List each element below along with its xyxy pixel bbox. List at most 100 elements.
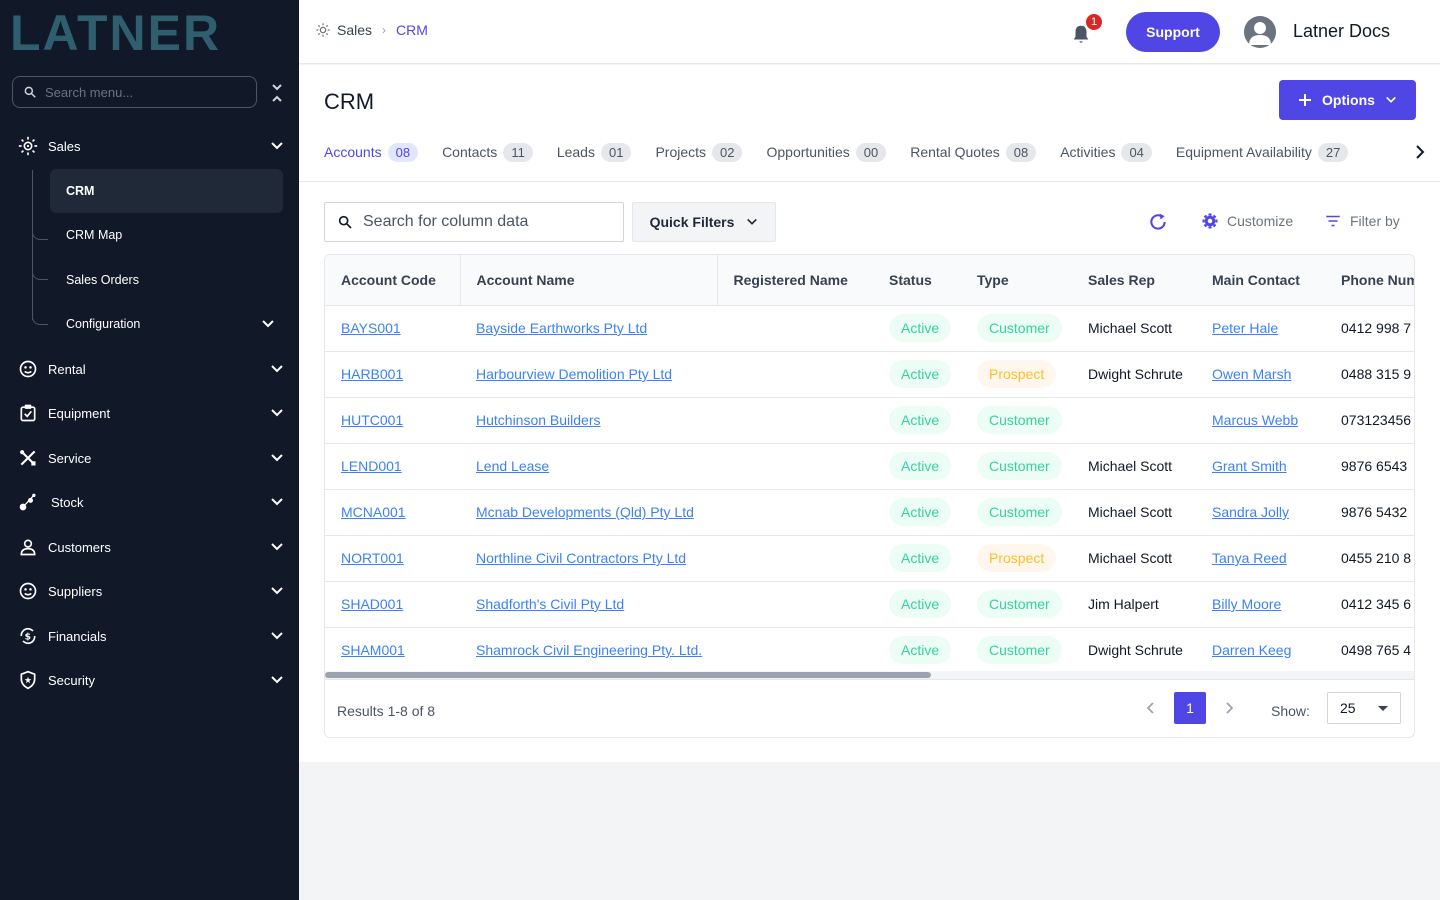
main-contact-link[interactable]: Tanya Reed — [1212, 550, 1287, 566]
sidebar-subitem-crm[interactable]: CRM — [50, 169, 283, 213]
avatar[interactable] — [1244, 16, 1276, 48]
chevron-right-icon[interactable] — [1411, 143, 1429, 161]
type-badge: Customer — [977, 636, 1062, 664]
table-cell: Bayside Earthworks Pty Ltd — [460, 305, 717, 351]
horizontal-scrollbar[interactable] — [325, 671, 1414, 679]
breadcrumb-sales-link[interactable]: Sales — [337, 22, 373, 38]
chevron-down-icon — [262, 320, 274, 328]
column-header[interactable]: Account Code — [325, 255, 461, 306]
table-row[interactable]: LEND001 Lend Lease Active Customer Michael S… — [325, 443, 1414, 489]
main-contact-link[interactable]: Owen Marsh — [1212, 366, 1292, 382]
main-contact-link[interactable]: Marcus Webb — [1212, 412, 1299, 428]
filter-by-button[interactable]: Filter by — [1324, 212, 1400, 230]
tab-opportunities[interactable]: Opportunities 00 — [766, 142, 887, 162]
collapse-sidebar-button[interactable] — [268, 82, 286, 104]
table-row[interactable]: SHAD001 Shadforth's Civil Pty Ltd Active Cu… — [325, 581, 1414, 627]
account-name-link[interactable]: Shadforth's Civil Pty Ltd — [476, 596, 625, 612]
account-name-link[interactable]: Mcnab Developments (Qld) Pty Ltd — [476, 504, 694, 520]
data-table: Account Code Account Name Registered Nam… — [325, 255, 1414, 674]
account-code-link[interactable]: BAYS001 — [341, 320, 401, 336]
main-contact-link[interactable]: Sandra Jolly — [1212, 504, 1290, 520]
account-name-link[interactable]: Shamrock Civil Engineering Pty. Ltd. — [476, 642, 703, 658]
sidebar-item-suppliers[interactable]: Suppliers — [16, 573, 288, 609]
tab-leads[interactable]: Leads 01 — [557, 142, 632, 162]
chevron-right-icon[interactable] — [1221, 700, 1237, 716]
column-header[interactable]: Type — [961, 255, 1072, 306]
table-row[interactable]: HUTC001 Hutchinson Builders Active Customer… — [325, 397, 1414, 443]
tab-rental-quotes[interactable]: Rental Quotes 08 — [910, 142, 1037, 162]
sidebar-subitem-crm-map[interactable]: CRM Map — [50, 213, 283, 257]
quick-filters-button[interactable]: Quick Filters — [632, 202, 776, 242]
column-header[interactable]: Status — [873, 255, 961, 306]
table-cell — [1072, 397, 1196, 443]
column-search-box[interactable] — [324, 202, 624, 242]
account-code-link[interactable]: NORT001 — [341, 550, 404, 566]
rental-icon — [16, 357, 40, 381]
main-contact-link[interactable]: Grant Smith — [1212, 458, 1287, 474]
table-cell: Active — [873, 581, 961, 627]
table-cell: Active — [873, 535, 961, 581]
account-name-link[interactable]: Hutchinson Builders — [476, 412, 601, 428]
scrollbar-thumb[interactable] — [325, 672, 931, 678]
main-contact-link[interactable]: Darren Keeg — [1212, 642, 1292, 658]
options-button[interactable]: Options — [1279, 80, 1416, 120]
tab-equipment-availability[interactable]: Equipment Availability 27 — [1176, 142, 1349, 162]
table-cell: Active — [873, 489, 961, 535]
table-row[interactable]: NORT001 Northline Civil Contractors Pty L… — [325, 535, 1414, 581]
sidebar-item-equipment[interactable]: Equipment — [16, 395, 288, 431]
table-cell: 0455 210 8 — [1341, 550, 1412, 566]
page-button-current[interactable]: 1 — [1174, 692, 1206, 724]
menu-search-input[interactable] — [45, 84, 235, 100]
refresh-icon[interactable] — [1148, 212, 1168, 232]
sidebar-subitem-configuration[interactable]: Configuration — [50, 302, 283, 346]
sidebar-item-sales[interactable]: Sales — [16, 128, 288, 164]
main-contact-link[interactable]: Billy Moore — [1212, 596, 1282, 612]
table-cell: Mcnab Developments (Qld) Pty Ltd — [460, 489, 717, 535]
column-header[interactable]: Registered Name — [717, 255, 873, 306]
latner-logo[interactable]: LATNER — [10, 10, 280, 54]
sidebar-item-label: Stock — [51, 494, 84, 510]
bell-icon[interactable] — [1070, 22, 1092, 46]
account-name-link[interactable]: Lend Lease — [476, 458, 550, 474]
account-name-link[interactable]: Harbourview Demolition Pty Ltd — [476, 366, 673, 382]
account-code-link[interactable]: MCNA001 — [341, 504, 406, 520]
account-code-link[interactable]: SHAD001 — [341, 596, 404, 612]
column-header[interactable]: Account Name — [460, 255, 718, 306]
chevron-left-icon[interactable] — [1143, 700, 1159, 716]
table-cell: Prospect — [961, 351, 1072, 397]
customize-button[interactable]: Customize — [1201, 212, 1293, 230]
table-row[interactable]: MCNA001 Mcnab Developments (Qld) Pty Ltd A… — [325, 489, 1414, 535]
tab-accounts[interactable]: Accounts 08 — [324, 142, 419, 162]
tab-projects[interactable]: Projects 02 — [655, 142, 743, 162]
page-size-select[interactable]: 25 — [1327, 692, 1401, 724]
table-row[interactable]: BAYS001 Bayside Earthworks Pty Ltd Active C… — [325, 305, 1414, 351]
account-code-link[interactable]: HARB001 — [341, 366, 404, 382]
filter-icon — [1326, 215, 1340, 227]
column-search-input[interactable] — [363, 213, 613, 231]
account-code-link[interactable]: LEND001 — [341, 458, 402, 474]
sidebar-subitem-sales-orders[interactable]: Sales Orders — [50, 258, 283, 302]
account-code-link[interactable]: HUTC001 — [341, 412, 404, 428]
sidebar-item-service[interactable]: Service — [16, 440, 288, 476]
table-row[interactable]: HARB001 Harbourview Demolition Pty Ltd Act… — [325, 351, 1414, 397]
sidebar-item-label: Security — [48, 672, 95, 688]
sidebar-item-rental[interactable]: Rental — [16, 351, 288, 387]
tab-contacts[interactable]: Contacts 11 — [442, 142, 533, 162]
column-header[interactable]: Phone Number — [1325, 255, 1414, 306]
sidebar-item-financials[interactable]: $ Financials — [16, 618, 288, 654]
sidebar-item-security[interactable]: Security — [16, 662, 288, 698]
user-name[interactable]: Latner Docs — [1293, 21, 1391, 41]
table-row[interactable]: SHAM001 Shamrock Civil Engineering Pty. L… — [325, 627, 1414, 673]
account-name-link[interactable]: Bayside Earthworks Pty Ltd — [476, 320, 648, 336]
sidebar-item-customers[interactable]: Customers — [16, 529, 288, 565]
tab-activities[interactable]: Activities 04 — [1060, 142, 1152, 162]
main-contact-link[interactable]: Peter Hale — [1212, 320, 1279, 336]
sidebar-item-stock[interactable]: Stock — [16, 484, 288, 520]
account-code-link[interactable]: SHAM001 — [341, 642, 405, 658]
column-header[interactable]: Main Contact — [1196, 255, 1325, 306]
support-button[interactable]: Support — [1126, 12, 1220, 52]
menu-search-box[interactable] — [12, 76, 257, 108]
column-header[interactable]: Sales Rep — [1072, 255, 1196, 306]
status-badge: Active — [889, 498, 952, 526]
account-name-link[interactable]: Northline Civil Contractors Pty Ltd — [476, 550, 687, 566]
